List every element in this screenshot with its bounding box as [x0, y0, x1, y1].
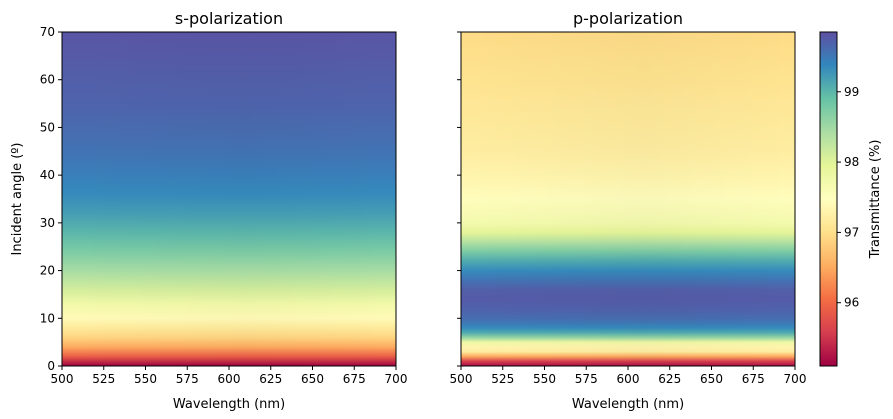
- x-tick-label: 500: [51, 372, 74, 386]
- panel-title: p-polarization: [573, 9, 683, 28]
- panel-title: s-polarization: [175, 9, 283, 28]
- x-tick-label: 525: [92, 372, 115, 386]
- x-tick-label: 675: [742, 372, 765, 386]
- colorbar-tick-label: 98: [844, 155, 859, 169]
- y-tick-label: 50: [40, 120, 55, 134]
- x-axis-label: Wavelength (nm): [173, 397, 285, 412]
- colorbar-gradient: [820, 32, 837, 366]
- colorbar-tick-label: 96: [844, 296, 859, 310]
- y-tick-label: 20: [40, 264, 55, 278]
- y-tick-label: 60: [40, 73, 55, 87]
- colorbar-frame: [819, 31, 838, 367]
- x-tick-label: 625: [259, 372, 282, 386]
- x-tick-label: 700: [385, 372, 408, 386]
- colorbar-tick-label: 97: [844, 225, 859, 239]
- x-tick-label: 600: [617, 372, 640, 386]
- x-tick-label: 575: [176, 372, 199, 386]
- panel-s-polarization: s-polarization 500 525 550 575 600 625 650 675 7…: [10, 9, 407, 412]
- y-tick-label: 40: [40, 168, 55, 182]
- x-tick-label: 500: [450, 372, 473, 386]
- x-tick-label: 550: [533, 372, 556, 386]
- y-tick-label: 10: [40, 311, 55, 325]
- x-axis-label: Wavelength (nm): [572, 397, 684, 412]
- colorbar-tick-label: 99: [844, 85, 859, 99]
- y-tick-label: 70: [40, 25, 55, 39]
- x-tick-label: 650: [700, 372, 723, 386]
- colorbar: 96 97 98 99 Transmittance (%): [819, 31, 883, 367]
- heatmap-shading: [461, 32, 795, 366]
- x-tick-label: 550: [134, 372, 157, 386]
- x-tick-label: 575: [575, 372, 598, 386]
- x-tick-label: 700: [784, 372, 807, 386]
- x-tick-label: 650: [301, 372, 324, 386]
- heatmap-shading: [62, 32, 396, 366]
- axis-ticks: 500 525 550 575 600 625 650 675 700 0 10 20 30 40 50 60…: [40, 25, 408, 386]
- colorbar-label: Transmittance (%): [868, 140, 883, 260]
- y-tick-label: 0: [47, 359, 55, 373]
- axis-ticks: 500 525 550 575 600 625 650 675 700: [450, 31, 807, 386]
- panel-p-polarization: p-polarization 500 525 550 575 600 625 650 675 7…: [450, 9, 807, 412]
- x-tick-label: 625: [658, 372, 681, 386]
- colorbar-ticks: 96 97 98 99: [837, 85, 859, 310]
- y-axis-label: Incident angle (º): [10, 142, 25, 255]
- x-tick-label: 675: [343, 372, 366, 386]
- x-tick-label: 600: [218, 372, 241, 386]
- y-tick-label: 30: [40, 216, 55, 230]
- x-tick-label: 525: [491, 372, 514, 386]
